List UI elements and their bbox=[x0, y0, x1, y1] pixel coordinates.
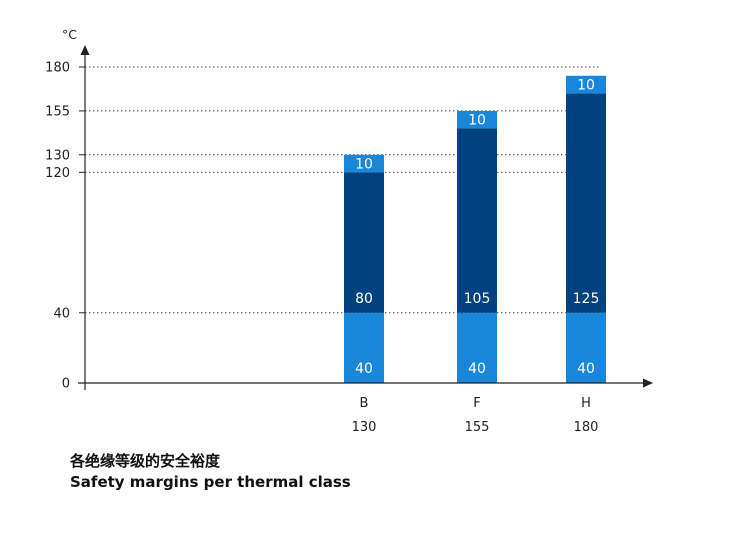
bar-H-segment-2 bbox=[566, 93, 606, 313]
y-axis-arrow bbox=[80, 45, 90, 55]
bar-F-segment-2-label: 105 bbox=[464, 291, 491, 307]
bar-H-segment-3-label: 10 bbox=[577, 78, 595, 94]
x-sublabel-H: 180 bbox=[574, 420, 599, 435]
x-label-H: H bbox=[581, 396, 591, 411]
x-sublabel-B: 130 bbox=[352, 420, 377, 435]
x-axis-arrow bbox=[643, 378, 653, 388]
bar-H-segment-1 bbox=[566, 312, 606, 383]
bar-B-segment-1-label: 40 bbox=[355, 361, 373, 377]
y-tick-label-155: 155 bbox=[45, 104, 70, 119]
y-tick-label-180: 180 bbox=[45, 61, 70, 76]
x-sublabel-F: 155 bbox=[465, 420, 490, 435]
y-tick-labels: 0 40 120 130 155 180 bbox=[45, 61, 85, 392]
bar-B-segment-3-label: 10 bbox=[355, 157, 373, 173]
bar-F-segment-1 bbox=[457, 312, 497, 383]
y-tick-label-40: 40 bbox=[53, 306, 70, 321]
x-label-B: B bbox=[360, 396, 369, 411]
y-tick-label-130: 130 bbox=[45, 148, 70, 163]
axes: °C bbox=[62, 27, 653, 390]
bar-B-segment-2 bbox=[344, 172, 384, 313]
bar-F-segment-1-label: 40 bbox=[468, 361, 486, 377]
y-unit-label: °C bbox=[62, 27, 77, 42]
caption-english: Safety margins per thermal class bbox=[70, 473, 351, 491]
x-tick-labels: B 130 F 155 H 180 bbox=[352, 396, 599, 435]
caption-chinese: 各绝缘等级的安全裕度 bbox=[70, 452, 221, 470]
bar-B-segment-2-label: 80 bbox=[355, 291, 373, 307]
bar-H-segment-2-label: 125 bbox=[573, 291, 600, 307]
bar-B-segment-3 bbox=[344, 154, 384, 173]
bar-F-segment-2 bbox=[457, 128, 497, 313]
bar-F-segment-3-label: 10 bbox=[468, 113, 486, 129]
bar-H-segment-3 bbox=[566, 75, 606, 94]
y-tick-label-120: 120 bbox=[45, 166, 70, 181]
y-tick-label-0: 0 bbox=[62, 377, 70, 392]
bar-H-segment-1-label: 40 bbox=[577, 361, 595, 377]
bar-F-segment-3 bbox=[457, 110, 497, 129]
bars: 40 80 10 40 105 10 40 125 10 bbox=[344, 75, 606, 383]
reference-lines bbox=[85, 66, 600, 314]
x-label-F: F bbox=[473, 396, 480, 411]
bar-B-segment-1 bbox=[344, 312, 384, 383]
